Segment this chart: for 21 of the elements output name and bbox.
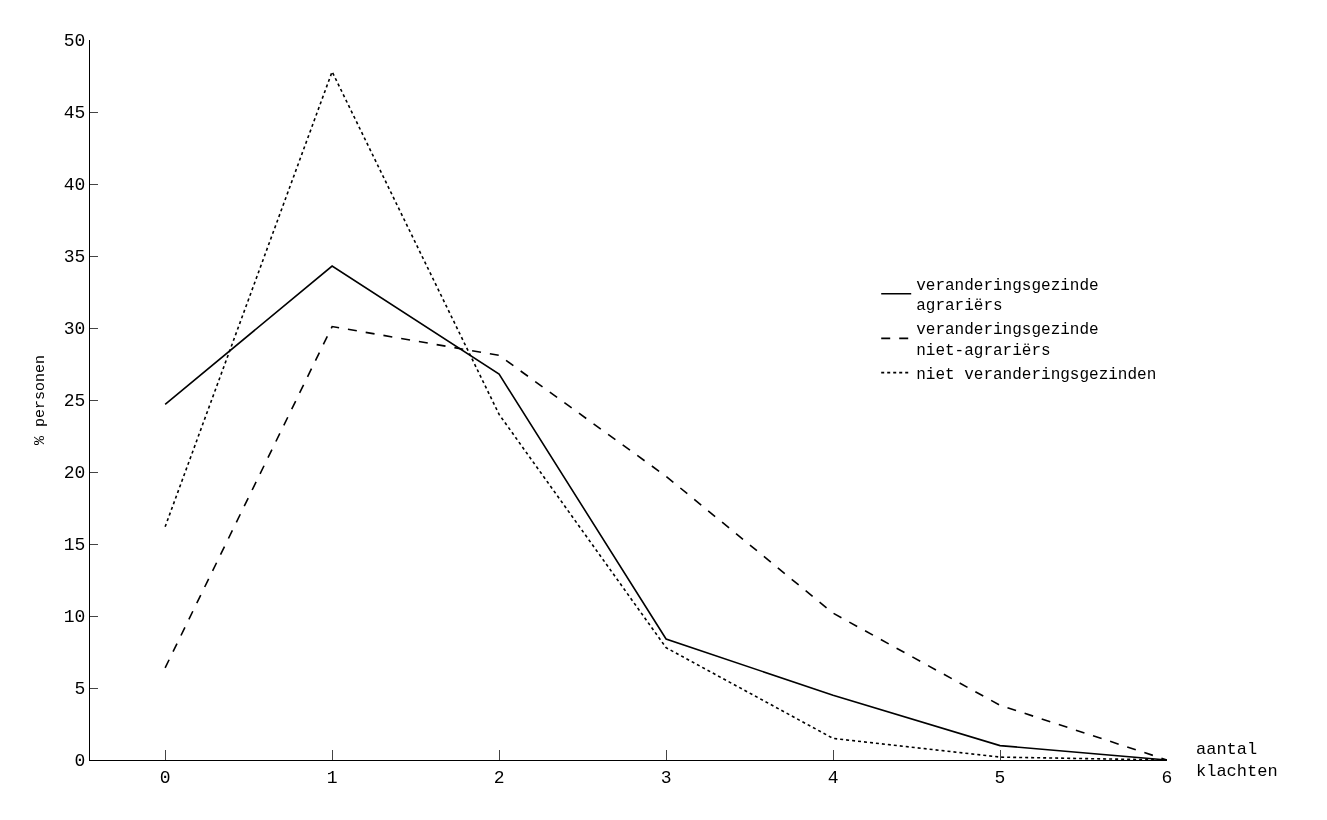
y-tick-label: 10 bbox=[63, 607, 86, 628]
y-tick-label: 40 bbox=[63, 175, 86, 196]
x-axis-title: aantal klachten bbox=[1196, 740, 1278, 782]
x-tick-label: 0 bbox=[159, 767, 171, 788]
y-tick-label: 15 bbox=[63, 535, 86, 556]
y-tick-label: 25 bbox=[63, 391, 86, 412]
y-tick-label: 30 bbox=[63, 319, 86, 340]
x-tick-label: 2 bbox=[493, 767, 505, 788]
y-tick-label: 35 bbox=[63, 247, 86, 268]
x-tick-label: 3 bbox=[660, 767, 672, 788]
y-tick-label: 0 bbox=[74, 751, 86, 772]
y-tick-label: 5 bbox=[74, 679, 86, 700]
x-tick-label: 6 bbox=[1161, 767, 1173, 788]
y-tick-label: 45 bbox=[63, 103, 86, 124]
x-tick-label: 5 bbox=[994, 767, 1006, 788]
x-tick-label: 4 bbox=[827, 767, 839, 788]
y-tick-label: 50 bbox=[63, 31, 86, 52]
y-tick-label: 20 bbox=[63, 463, 86, 484]
legend-label: niet veranderingsgezinden bbox=[916, 365, 1157, 384]
x-tick-label: 1 bbox=[326, 767, 338, 788]
y-axis-title: % personen bbox=[32, 354, 50, 446]
